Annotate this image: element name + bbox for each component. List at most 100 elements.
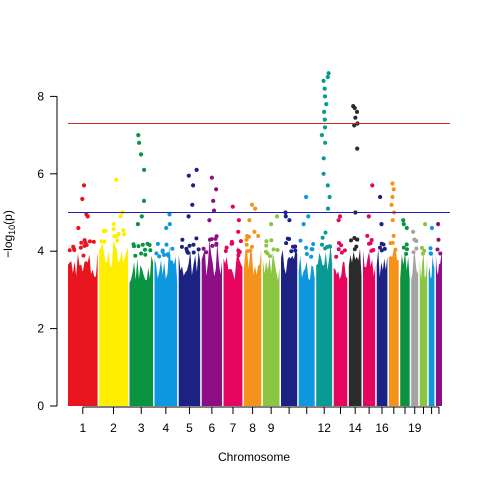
- snp-point: [334, 254, 339, 259]
- y-tick-label: 4: [37, 244, 44, 258]
- snp-point: [354, 237, 359, 242]
- snp-point: [298, 238, 303, 243]
- chromosome-band-19: [411, 251, 419, 406]
- chromosome-band-4: [154, 246, 178, 406]
- snp-peak-point: [249, 202, 255, 207]
- chromosome-band-15: [363, 250, 376, 406]
- snp-point: [214, 234, 219, 239]
- chromosome-band-9: [262, 252, 280, 406]
- snp-point: [236, 253, 241, 258]
- snp-point: [291, 244, 295, 249]
- snp-point: [244, 237, 249, 242]
- chromosome-band-22: [435, 251, 442, 406]
- snp-point: [238, 239, 243, 244]
- snp-point: [320, 235, 325, 240]
- snp-peak-point: [138, 152, 144, 157]
- snp-peak-point: [411, 229, 416, 234]
- snp-point: [132, 244, 136, 249]
- chromosome-band-18: [400, 251, 410, 406]
- x-tick-label: 9: [268, 421, 275, 435]
- snp-point: [196, 247, 201, 252]
- snp-point: [379, 248, 384, 253]
- snp-point: [401, 245, 406, 250]
- snp-point: [369, 238, 374, 242]
- snp-peak-point: [230, 204, 235, 209]
- snp-point: [422, 248, 427, 253]
- snp-point: [342, 248, 347, 253]
- y-tick-label: 0: [37, 399, 44, 413]
- snp-point: [102, 239, 107, 244]
- snp-peak-point: [404, 225, 409, 231]
- snp-point: [349, 238, 353, 243]
- snp-point: [246, 234, 251, 239]
- snp-peak-point: [322, 117, 327, 122]
- data-points: [67, 71, 443, 259]
- snp-peak-point: [287, 218, 292, 223]
- snp-point: [157, 254, 162, 259]
- snp-peak-point: [207, 218, 212, 223]
- snp-point: [147, 243, 152, 247]
- x-tick-label: 19: [408, 421, 422, 435]
- snp-point: [71, 244, 76, 249]
- snp-peak-point: [352, 105, 357, 111]
- snp-point: [148, 248, 153, 253]
- snp-point: [121, 228, 126, 233]
- snp-point: [111, 227, 116, 231]
- snp-point: [139, 251, 144, 256]
- snp-peak-point: [321, 78, 326, 83]
- snp-point: [382, 246, 387, 251]
- chromosome-band-11: [298, 255, 315, 406]
- snp-peak-point: [325, 206, 331, 211]
- snp-point: [160, 248, 165, 253]
- snp-peak-point: [436, 222, 441, 227]
- snp-point: [271, 247, 276, 252]
- snp-peak-point: [80, 196, 85, 202]
- snp-peak-point: [142, 167, 147, 172]
- snp-point: [379, 241, 384, 246]
- snp-peak-point: [321, 171, 326, 176]
- snp-point: [429, 251, 434, 256]
- snp-point: [390, 240, 395, 245]
- y-tick-label: 2: [37, 322, 44, 336]
- snp-point: [103, 228, 108, 233]
- snp-point: [285, 236, 290, 241]
- y-axis-title-rest: (p): [1, 210, 15, 225]
- snp-peak-point: [390, 194, 395, 200]
- snp-peak-point: [370, 183, 375, 188]
- y-axis: 0 2 4 6 8: [37, 89, 58, 413]
- snp-point: [411, 250, 416, 255]
- snp-peak-point: [325, 183, 330, 188]
- snp-point: [438, 251, 443, 256]
- snp-point: [204, 250, 209, 255]
- snp-peak-point: [353, 115, 358, 120]
- chromosome-band-16: [376, 249, 388, 406]
- snp-peak-point: [164, 225, 169, 231]
- snp-peak-point: [324, 102, 329, 107]
- snp-peak-point: [325, 74, 330, 80]
- chromosome-band-6: [201, 240, 222, 406]
- chromosome-band-1: [68, 252, 98, 406]
- snp-point: [367, 241, 371, 246]
- snp-peak-point: [141, 198, 147, 203]
- snp-peak-point: [247, 218, 252, 223]
- snp-peak-point: [136, 133, 141, 138]
- chromosome-band-2: [99, 240, 128, 406]
- chromosome-bands: [68, 240, 442, 406]
- snp-peak-point: [336, 218, 341, 223]
- snp-point: [293, 248, 298, 253]
- snp-peak-point: [301, 222, 306, 227]
- snp-peak-point: [191, 183, 196, 188]
- snp-peak-point: [321, 156, 326, 161]
- snp-peak-point: [306, 214, 311, 219]
- snp-point: [391, 233, 396, 238]
- snp-point: [337, 241, 341, 245]
- snp-peak-point: [337, 214, 343, 219]
- snp-point: [133, 253, 138, 258]
- snp-peak-point: [194, 167, 199, 172]
- snp-point: [304, 245, 309, 250]
- snp-point: [122, 232, 126, 237]
- snp-point: [275, 248, 280, 252]
- snp-point: [229, 239, 234, 244]
- snp-peak-point: [274, 214, 280, 219]
